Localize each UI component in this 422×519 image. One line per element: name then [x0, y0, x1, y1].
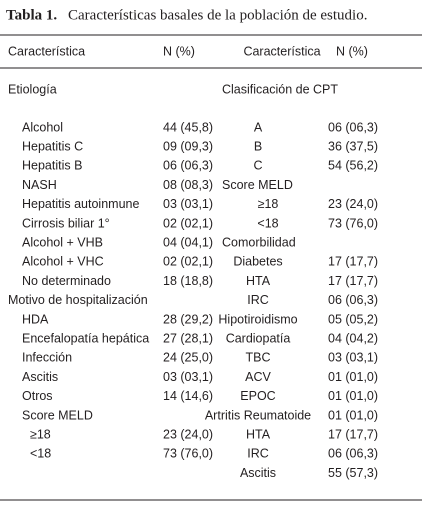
row-label: Score MELD — [222, 178, 293, 192]
table-label: Tabla 1. — [6, 7, 57, 23]
row-value: 08 (08,3) — [163, 178, 213, 192]
row-label: Alcohol + VHC — [22, 255, 104, 269]
header-cell: Característica — [8, 44, 85, 58]
row-label: Otros — [22, 389, 53, 403]
row-label: TBC — [246, 351, 271, 365]
row-label: ≥18 — [258, 197, 279, 211]
row-value: 17 (17,7) — [328, 274, 378, 288]
row-label: Ascitis — [22, 370, 58, 384]
row-value: 05 (05,2) — [328, 312, 378, 326]
row-label: Hepatitis C — [22, 139, 83, 153]
row-value: 14 (14,6) — [163, 389, 213, 403]
row-value: 01 (01,0) — [328, 370, 378, 384]
row-label: Cirrosis biliar 1° — [22, 216, 110, 230]
row-label: Alcohol — [22, 120, 63, 134]
row-label: ACV — [245, 370, 271, 384]
row-value: 54 (56,2) — [328, 159, 378, 173]
header-cell: Característica — [243, 44, 320, 58]
row-value: 28 (29,2) — [163, 312, 213, 326]
row-label: ≥18 — [30, 427, 51, 441]
row-label: Alcohol + VHB — [22, 235, 103, 249]
row-value: 06 (06,3) — [163, 159, 213, 173]
row-value: 24 (25,0) — [163, 351, 213, 365]
row-value: 23 (24,0) — [163, 427, 213, 441]
row-value: 02 (02,1) — [163, 255, 213, 269]
row-value: 06 (06,3) — [328, 293, 378, 307]
row-label: Hepatitis autoinmune — [22, 197, 139, 211]
row-label: IRC — [247, 293, 269, 307]
row-label: Cardiopatía — [226, 331, 291, 345]
row-value: 01 (01,0) — [328, 389, 378, 403]
row-value: 17 (17,7) — [328, 255, 378, 269]
row-value: 44 (45,8) — [163, 120, 213, 134]
row-value: 03 (03,1) — [163, 370, 213, 384]
row-label: Score MELD — [22, 408, 93, 422]
row-value: 04 (04,1) — [163, 235, 213, 249]
row-label: Hepatitis B — [22, 159, 82, 173]
row-value: 03 (03,1) — [163, 197, 213, 211]
row-value: 03 (03,1) — [328, 351, 378, 365]
row-value: 23 (24,0) — [328, 197, 378, 211]
row-label: Hipotiroidismo — [218, 312, 297, 326]
section-heading: Clasificación de CPT — [222, 82, 338, 96]
row-value: 09 (09,3) — [163, 139, 213, 153]
row-label: No determinado — [22, 274, 111, 288]
row-label: Motivo de hospitalización — [8, 293, 148, 307]
row-label: EPOC — [240, 389, 275, 403]
row-value: 36 (37,5) — [328, 139, 378, 153]
row-value: 01 (01,0) — [328, 408, 378, 422]
row-value: 04 (04,2) — [328, 331, 378, 345]
row-value: 18 (18,8) — [163, 274, 213, 288]
row-value: 17 (17,7) — [328, 427, 378, 441]
row-label: HDA — [22, 312, 49, 326]
row-label: B — [254, 139, 262, 153]
row-label: <18 — [30, 447, 51, 461]
header-cell: N (%) — [336, 44, 368, 58]
row-value: 06 (06,3) — [328, 447, 378, 461]
row-value: 73 (76,0) — [163, 447, 213, 461]
row-label: Diabetes — [233, 255, 282, 269]
section-heading: Etiología — [8, 82, 57, 96]
row-label: Comorbilidad — [222, 235, 296, 249]
row-label: <18 — [257, 216, 278, 230]
row-label: Ascitis — [240, 466, 276, 480]
header-cell: N (%) — [163, 44, 195, 58]
row-label: NASH — [22, 178, 57, 192]
row-value: 06 (06,3) — [328, 120, 378, 134]
row-label: IRC — [247, 447, 269, 461]
row-label: Artritis Reumatoide — [205, 408, 311, 422]
row-value: 27 (28,1) — [163, 331, 213, 345]
row-label: Infección — [22, 351, 72, 365]
row-label: C — [253, 159, 262, 173]
row-value: 02 (02,1) — [163, 216, 213, 230]
table-title: Características basales de la población … — [68, 7, 367, 23]
row-value: 73 (76,0) — [328, 216, 378, 230]
row-value: 55 (57,3) — [328, 466, 378, 480]
row-label: HTA — [246, 427, 271, 441]
row-label: Encefalopatía hepática — [22, 331, 149, 345]
row-label: A — [254, 120, 263, 134]
row-label: HTA — [246, 274, 271, 288]
